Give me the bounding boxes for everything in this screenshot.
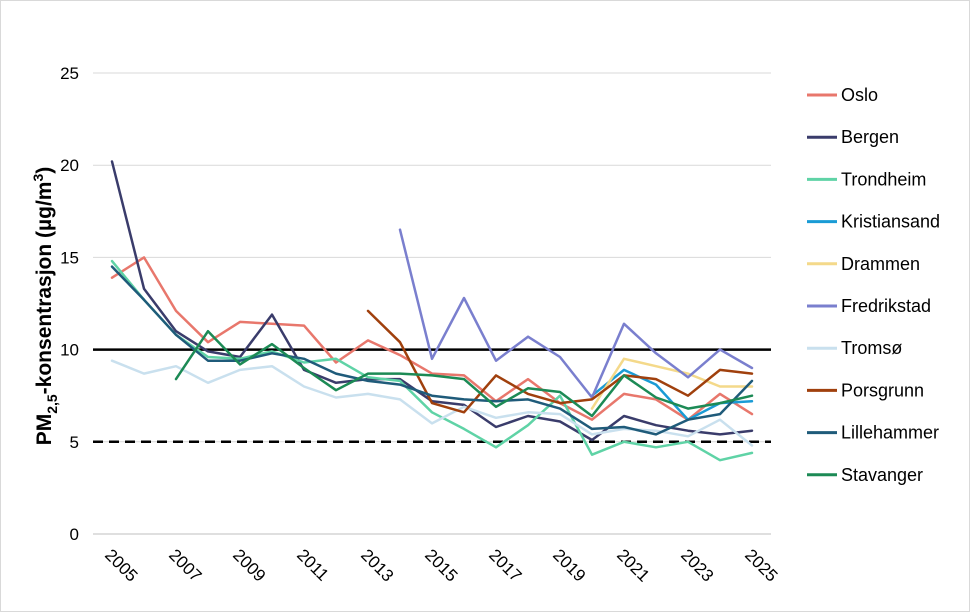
legend-label: Bergen	[841, 127, 899, 147]
y-axis-label-subscript: 2,5	[44, 394, 60, 414]
y-axis-label-prefix: PM	[33, 414, 56, 446]
legend-label: Oslo	[841, 85, 878, 105]
legend-item: Kristiansand	[807, 212, 940, 232]
legend-label: Tromsø	[841, 338, 902, 358]
y-axis-label-superscript: 3	[30, 174, 46, 182]
series-line-kristiansand	[590, 368, 754, 421]
x-tick-label: 2015	[421, 545, 461, 585]
legend-item: Oslo	[807, 85, 878, 105]
legend-item: Stavanger	[807, 465, 923, 485]
x-tick-label: 2013	[357, 545, 397, 585]
x-tick-label: 2011	[293, 545, 332, 584]
legend-label: Kristiansand	[841, 212, 940, 232]
legend-label: Fredrikstad	[841, 296, 931, 316]
y-axis-label-close: )	[33, 167, 56, 174]
series-line-drammen	[590, 357, 754, 410]
legend-item: Tromsø	[807, 338, 902, 358]
x-tick-label: 2025	[741, 545, 781, 585]
legend: Oslo Bergen Trondheim Kristiansand Drammen Fr…	[807, 85, 940, 485]
series-line-porsgrunn	[366, 309, 754, 414]
y-axis-label: PM2,5-konsentrasjon (µg/m3)	[30, 167, 60, 446]
y-tick-label: 20	[60, 156, 79, 175]
legend-item: Drammen	[807, 254, 920, 274]
x-tick-label: 2007	[165, 545, 205, 585]
y-tick-label: 25	[60, 64, 79, 83]
legend-item: Trondheim	[807, 169, 926, 189]
y-tick-label: 0	[70, 525, 79, 544]
x-tick-label: 2023	[677, 545, 717, 585]
series-line-troms-	[110, 359, 754, 447]
y-tick-label: 10	[60, 341, 79, 360]
series-lines	[110, 160, 754, 462]
legend-label: Drammen	[841, 254, 920, 274]
x-tick-label: 2017	[485, 545, 525, 585]
legend-label: Lillehammer	[841, 423, 939, 443]
series-line-trondheim	[110, 259, 754, 462]
series-line-fredrikstad	[398, 228, 754, 399]
y-tick-label: 5	[70, 433, 79, 452]
y-axis-label-suffix: -konsentrasjon (µg/m	[33, 182, 56, 395]
legend-label: Porsgrunn	[841, 380, 924, 400]
legend-item: Fredrikstad	[807, 296, 931, 316]
x-tick-label: 2009	[229, 545, 269, 585]
x-tick-label: 2005	[101, 545, 141, 585]
series-line-lillehammer	[110, 265, 754, 436]
gridlines	[93, 72, 771, 535]
legend-item: Porsgrunn	[807, 380, 924, 400]
legend-item: Bergen	[807, 127, 899, 147]
x-tick-label: 2021	[613, 545, 653, 585]
series-line-oslo	[110, 256, 754, 421]
legend-label: Stavanger	[841, 465, 923, 485]
y-tick-label: 15	[60, 248, 79, 267]
x-tick-label: 2019	[549, 545, 589, 585]
series-line-stavanger	[174, 329, 754, 418]
legend-label: Trondheim	[841, 169, 926, 189]
legend-item: Lillehammer	[807, 423, 939, 443]
